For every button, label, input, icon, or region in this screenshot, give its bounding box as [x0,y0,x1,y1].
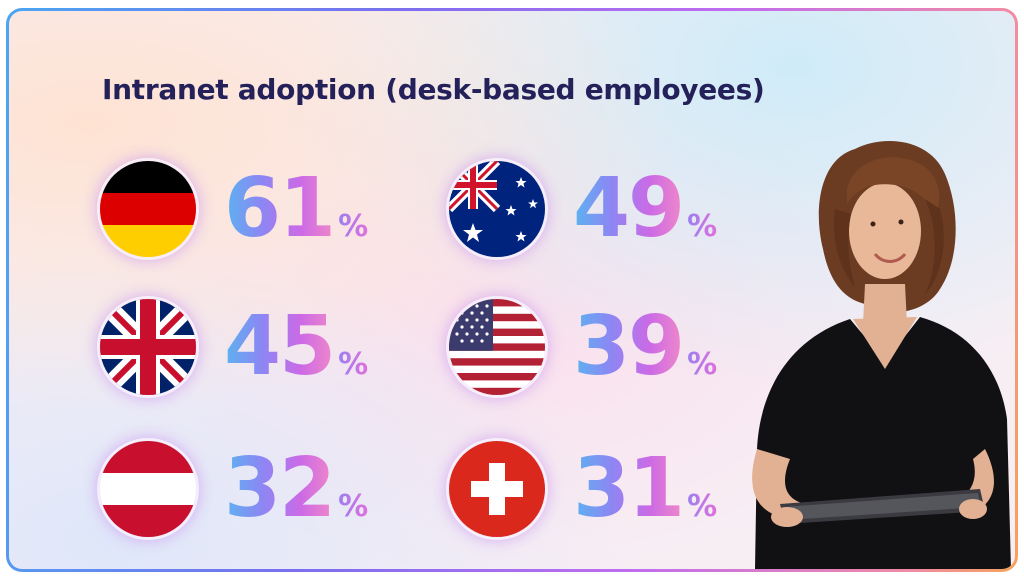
australia-flag-icon [449,161,545,257]
woman-with-tablet-image [735,119,1015,569]
stat-usa: 39 % [449,299,717,395]
germany-flag-icon [100,161,196,257]
stat-number: 49 [573,161,685,256]
usa-flag-icon [449,299,545,395]
stat-value: 31 % [573,448,717,530]
stat-value: 32 % [224,448,368,530]
stat-number: 31 [573,441,685,536]
stat-number: 61 [224,161,336,256]
stat-value: 45 % [224,306,368,388]
stat-germany: 61 % [100,161,368,257]
austria-flag-icon [100,441,196,537]
stat-number: 39 [573,299,685,394]
card-border: Intranet adoption (desk-based employees)… [6,8,1018,572]
stat-switzerland: 31 % [449,441,717,537]
percent-sign: % [338,347,369,382]
uk-flag-icon [100,299,196,395]
percent-sign: % [687,209,718,244]
infographic-card: Intranet adoption (desk-based employees)… [9,11,1015,569]
stat-value: 39 % [573,306,717,388]
percent-sign: % [687,489,718,524]
stat-uk: 45 % [100,299,368,395]
stat-number: 45 [224,299,336,394]
percent-sign: % [338,489,369,524]
percent-sign: % [338,209,369,244]
stat-australia: 49 % [449,161,717,257]
stat-value: 61 % [224,168,368,250]
switzerland-flag-icon [449,441,545,537]
stat-value: 49 % [573,168,717,250]
percent-sign: % [687,347,718,382]
stat-number: 32 [224,441,336,536]
page-title: Intranet adoption (desk-based employees) [102,73,765,106]
stat-austria: 32 % [100,441,368,537]
